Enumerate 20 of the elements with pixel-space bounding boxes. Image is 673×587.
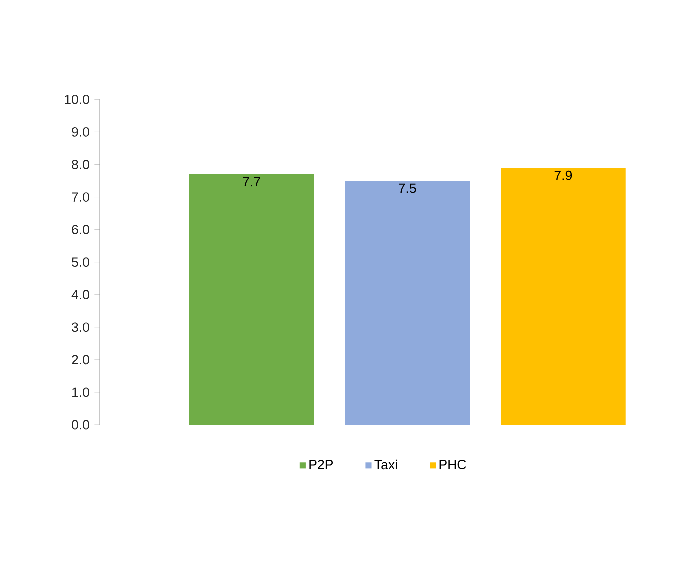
bar <box>189 174 314 425</box>
y-tick-label: 6.0 <box>72 225 90 234</box>
bar <box>345 180 470 425</box>
y-tick-label: 10.0 <box>65 94 90 104</box>
y-tick-label: 8.0 <box>72 160 90 170</box>
data-label: 7.5 <box>399 184 416 194</box>
y-tick-label: 3.0 <box>72 322 90 332</box>
y-tick-label: 4.0 <box>72 290 90 300</box>
legend-label: Taxi <box>374 460 398 470</box>
data-label: 7.9 <box>554 170 572 180</box>
legend-label: P2P <box>310 460 334 470</box>
y-tick-label: 9.0 <box>72 127 90 137</box>
y-tick-label: 0.0 <box>72 420 90 430</box>
y-tick-label: 2.0 <box>72 355 90 365</box>
y-tick-label: 7.0 <box>72 192 90 202</box>
bar <box>500 168 626 425</box>
legend-label: PHC <box>440 460 466 470</box>
y-tick-label: 1.0 <box>72 388 90 398</box>
data-label: 7.7 <box>243 177 260 187</box>
y-tick-label: 5.0 <box>72 258 90 268</box>
